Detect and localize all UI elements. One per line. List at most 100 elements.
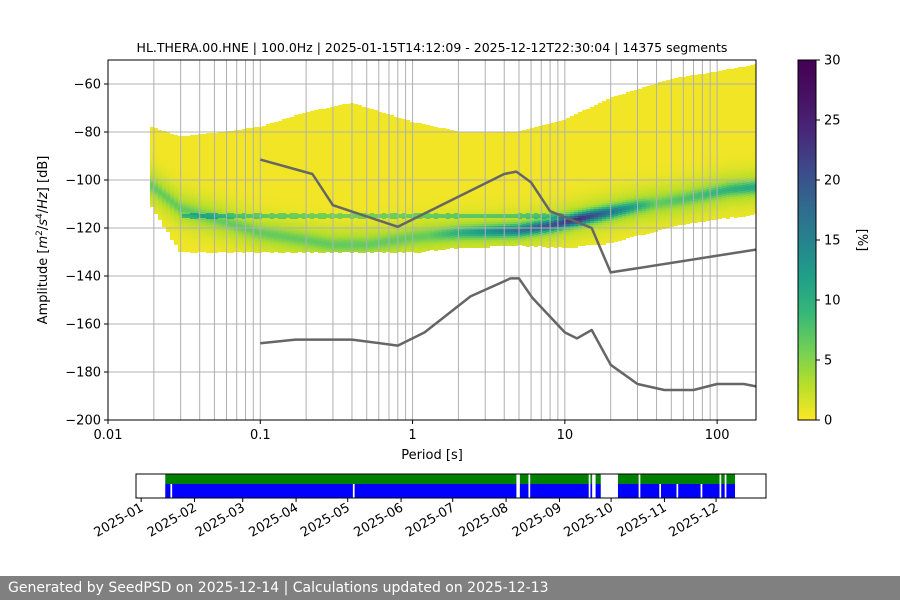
heatmap-cell — [330, 207, 334, 209]
heatmap-cell — [334, 154, 338, 156]
heatmap-cell — [294, 233, 298, 235]
heatmap-column — [418, 123, 422, 253]
heatmap-cell — [222, 224, 226, 226]
heatmap-cell — [366, 118, 370, 120]
heatmap-cell — [346, 140, 350, 142]
heatmap-cell — [446, 241, 450, 243]
heatmap-cell — [170, 232, 174, 234]
heatmap-cell — [254, 161, 258, 163]
heatmap-cell — [202, 202, 206, 204]
heatmap-cell — [226, 171, 230, 173]
heatmap-cell — [418, 137, 422, 139]
heatmap-cell — [358, 225, 362, 227]
heatmap-cell — [238, 188, 242, 190]
heatmap-cell — [242, 241, 246, 243]
heatmap-cell — [394, 241, 398, 243]
heatmap-cell — [346, 232, 350, 234]
heatmap-cell — [322, 119, 326, 121]
heatmap-cell — [394, 211, 398, 213]
heatmap-cell — [298, 200, 302, 202]
heatmap-cell — [282, 147, 286, 149]
heatmap-cell — [362, 123, 366, 125]
heatmap-cell — [346, 106, 350, 108]
heatmap-cell — [254, 139, 258, 141]
heatmap-cell — [270, 149, 274, 151]
heatmap-cell — [338, 113, 342, 115]
heatmap-cell — [426, 135, 430, 137]
heatmap-cell — [218, 212, 222, 214]
heatmap-cell — [446, 145, 450, 147]
heatmap-cell — [178, 202, 182, 204]
heatmap-cell — [386, 174, 390, 176]
heatmap-cell — [430, 224, 434, 226]
heatmap-cell — [194, 215, 198, 217]
heatmap-cell — [414, 127, 418, 129]
heatmap-cell — [222, 156, 226, 158]
heatmap-cell — [410, 212, 414, 214]
heatmap-cell — [226, 157, 230, 159]
heatmap-cell — [450, 166, 454, 168]
heatmap-cell — [454, 215, 458, 217]
heatmap-cell — [314, 168, 318, 170]
heatmap-cell — [326, 126, 330, 128]
heatmap-cell — [190, 163, 194, 165]
heatmap-cell — [222, 158, 226, 160]
heatmap-cell — [330, 159, 334, 161]
heatmap-cell — [438, 162, 442, 164]
heatmap-cell — [282, 145, 286, 147]
heatmap-cell — [378, 218, 382, 220]
heatmap-cell — [454, 177, 458, 179]
heatmap-cell — [266, 220, 270, 222]
heatmap-cell — [422, 190, 426, 192]
heatmap-cell — [254, 217, 258, 219]
heatmap-cell — [438, 242, 442, 244]
heatmap-cell — [250, 226, 254, 228]
heatmap-cell — [274, 194, 278, 196]
heatmap-cell — [402, 199, 406, 201]
heatmap-cell — [358, 233, 362, 235]
heatmap-cell — [286, 232, 290, 234]
heatmap-cell — [214, 147, 218, 149]
heatmap-cell — [374, 220, 378, 222]
heatmap-cell — [226, 177, 230, 179]
heatmap-cell — [306, 190, 310, 192]
heatmap-cell — [306, 146, 310, 148]
heatmap-cell — [194, 233, 198, 235]
heatmap-cell — [358, 215, 362, 217]
heatmap-cell — [270, 237, 274, 239]
heatmap-cell — [214, 211, 218, 213]
heatmap-cell — [450, 216, 454, 218]
heatmap-cell — [282, 251, 286, 253]
heatmap-cell — [218, 196, 222, 198]
heatmap-cell — [154, 162, 158, 164]
heatmap-cell — [278, 191, 282, 193]
heatmap-cell — [302, 183, 306, 185]
heatmap-cell — [438, 152, 442, 154]
heatmap-cell — [230, 189, 234, 191]
heatmap-cell — [206, 185, 210, 187]
heatmap-cell — [302, 209, 306, 211]
heatmap-cell — [354, 108, 358, 110]
heatmap-cell — [342, 218, 346, 220]
heatmap-cell — [330, 125, 334, 127]
heatmap-cell — [446, 247, 450, 249]
heatmap-cell — [290, 225, 294, 227]
heatmap-cell — [374, 144, 378, 146]
heatmap-cell — [422, 124, 426, 126]
heatmap-cell — [190, 173, 194, 175]
heatmap-cell — [250, 148, 254, 150]
heatmap-cell — [382, 177, 386, 179]
heatmap-cell — [194, 245, 198, 247]
heatmap-cell — [162, 213, 166, 215]
heatmap-cell — [398, 158, 402, 160]
heatmap-cell — [206, 213, 210, 215]
heatmap-cell — [346, 234, 350, 236]
heatmap-cell — [222, 214, 226, 216]
heatmap-cell — [394, 187, 398, 189]
heatmap-cell — [282, 235, 286, 237]
heatmap-cell — [230, 247, 234, 249]
heatmap-cell — [162, 151, 166, 153]
heatmap-cell — [262, 234, 266, 236]
heatmap-cell — [390, 217, 394, 219]
heatmap-cell — [282, 243, 286, 245]
